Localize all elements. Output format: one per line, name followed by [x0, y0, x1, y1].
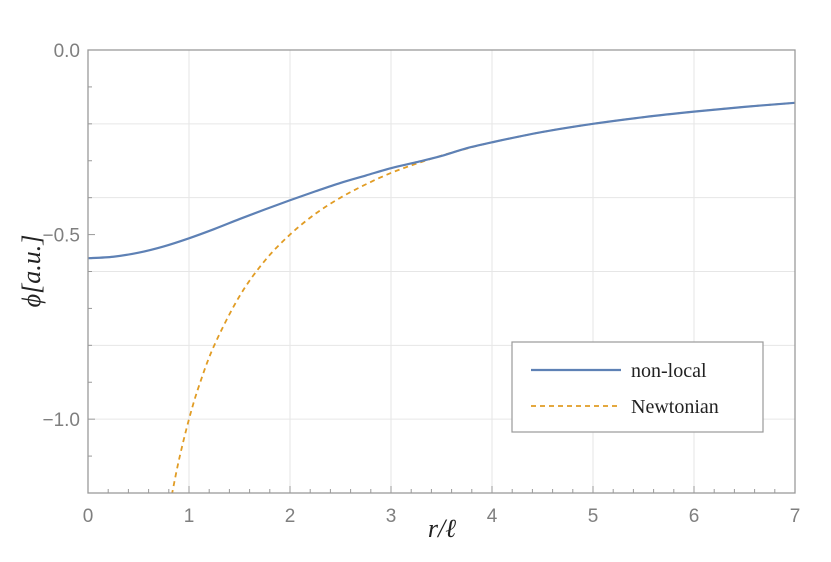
x-tick-label: 5 — [588, 506, 599, 527]
legend-label-non-local: non-local — [631, 360, 707, 382]
x-tick-label: 3 — [386, 506, 397, 527]
x-tick-label: 2 — [285, 506, 296, 527]
legend-label-newtonian: Newtonian — [631, 396, 719, 418]
y-tick-label: 0.0 — [54, 41, 80, 62]
series-line-non-local — [88, 101, 795, 260]
x-tick-label: 4 — [487, 506, 498, 527]
x-tick-label: 6 — [689, 506, 700, 527]
x-tick-label: 0 — [83, 506, 94, 527]
y-tick-label: −0.5 — [42, 226, 80, 247]
tick-labels: 0 1 2 3 4 5 6 7 0.0 −0.5 −1.0 — [42, 41, 800, 527]
x-axis-label: r/ℓ — [428, 514, 456, 543]
y-tick-label: −1.0 — [42, 410, 80, 431]
legend-box — [511, 341, 764, 433]
y-axis-label: ϕ[a.u.] — [17, 235, 46, 308]
x-tick-label: 7 — [790, 506, 801, 527]
ticks — [87, 49, 796, 493]
x-tick-label: 1 — [184, 506, 195, 527]
series-layer — [88, 101, 795, 493]
series-line-newtonian — [171, 101, 795, 493]
legend: non-local Newtonian — [511, 341, 764, 433]
